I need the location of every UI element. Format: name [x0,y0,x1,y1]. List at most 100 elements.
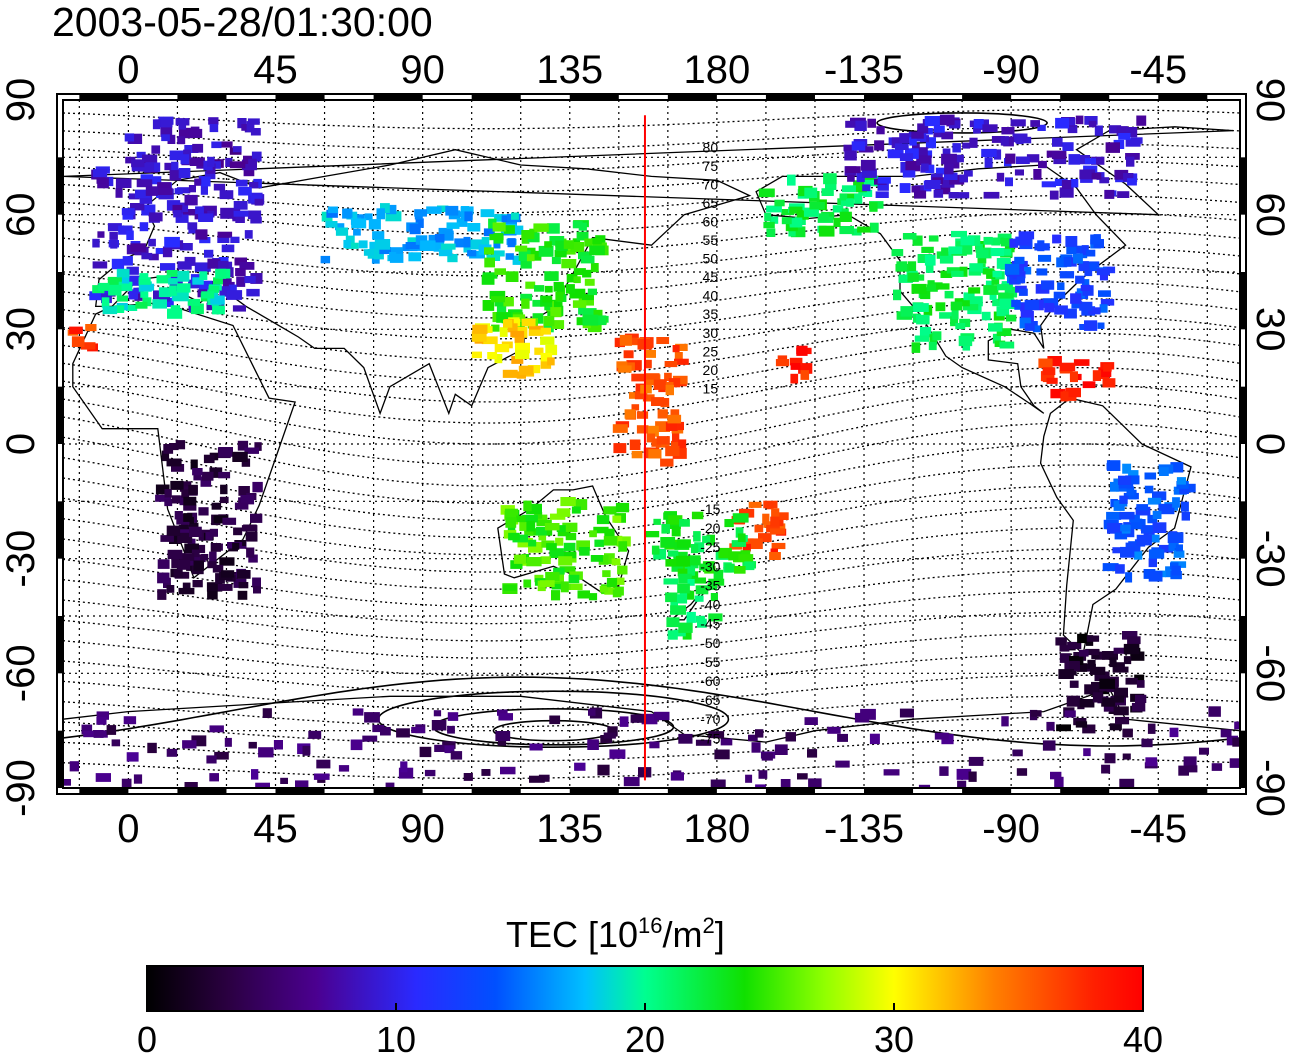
tec-cell [1040,371,1055,382]
tec-cell [770,516,780,527]
tec-cell [374,248,384,260]
tec-cell [456,218,468,227]
tec-cell [1125,677,1138,685]
colorbar-tick-label: 10 [376,1019,416,1057]
tec-cell [924,254,936,266]
tec-cell [1042,367,1056,376]
tec-cell [624,409,636,419]
tec-cell [1208,706,1221,717]
tec-cell [171,464,185,472]
tec-cell [790,363,801,370]
tec-cell [919,327,932,338]
colorbar-label-exp1: 16 [638,913,662,938]
tec-cell [157,182,172,191]
tec-cell [130,203,145,211]
tec-cell [1123,656,1132,665]
left-latitude-tick-label: -30 [0,530,43,588]
tec-cell [195,229,208,240]
tec-cell [728,551,742,561]
tec-cell [135,189,151,199]
top-longitude-tick-label: 90 [400,48,445,92]
magnetic-latitude-label: 80 [703,139,719,155]
tec-cell [124,133,135,142]
tec-cell [126,266,139,275]
tec-cell [1118,475,1132,485]
bottom-longitude-tick-label: 135 [536,807,603,851]
tec-cell [1147,497,1162,505]
tec-cell [538,245,554,257]
tec-cell [1077,633,1087,644]
tec-cell [507,323,518,333]
tec-cell [734,566,746,574]
tec-cell [1078,649,1089,657]
tec-cell [193,560,204,571]
tec-cell [335,227,349,236]
tec-cell [695,739,712,746]
tec-cell [1009,238,1019,248]
magnetic-latitude-label: 30 [703,325,719,341]
tec-cell [175,440,186,450]
tec-cell [573,276,581,284]
tec-cell [946,267,962,274]
tec-cell [925,137,936,149]
tec-cell [1069,680,1079,688]
tec-cell [179,553,195,561]
tec-cell [758,188,775,198]
magnetic-pole-contour [432,708,675,746]
frame-tick [1240,501,1246,559]
tec-cell [433,710,442,717]
tec-cell [1125,572,1133,583]
tec-cell [209,124,219,133]
tec-cell [1063,257,1072,267]
tec-cell [389,253,404,263]
tec-cell [118,225,133,235]
tec-cell [546,543,557,551]
tec-cell [385,782,395,788]
tec-cell [237,440,249,451]
tec-cell [847,174,855,182]
tec-cell [948,192,959,199]
tec-cell [177,187,191,194]
tec-cell [534,347,544,355]
tec-cell [1119,778,1135,788]
tec-cell [991,237,1001,246]
tec-cell [731,540,747,547]
tec-cell [656,337,670,344]
tec-cell [520,259,532,269]
tec-cell [63,779,71,786]
tec-cell [579,547,590,556]
tec-cell [804,717,818,725]
tec-cell [917,123,929,134]
tec-cell [738,554,754,562]
magnetic-latitude-label: 35 [703,306,719,322]
tec-cell [1220,729,1232,738]
tec-cell [225,157,233,167]
magnetic-latitude-line [63,485,1240,556]
tec-cell [497,709,508,716]
tec-cell [1018,231,1035,240]
tec-cell [1064,710,1076,718]
magnetic-latitude-line [63,674,1240,711]
tec-cell [862,184,871,192]
tec-cell [583,308,597,319]
tec-cell [667,630,678,640]
magnetic-latitude-label: 50 [703,251,719,267]
left-latitude-tick-label: -90 [0,759,43,817]
tec-cell [83,730,99,738]
tec-cell [751,742,761,753]
tec-cell [631,373,645,382]
tec-cell [251,151,262,162]
tec-cell [1059,271,1075,279]
tec-cell [179,529,190,536]
magnetic-latitude-labels: 80 75 70 65 60 55 50 45 40 35 30 25 20 15 -15 -20 -25 -30… [700,139,720,746]
tec-cell [368,219,381,230]
tec-cell [1089,262,1097,271]
tec-cell [603,506,617,515]
tec-cell [900,161,908,173]
magnetic-latitude-line [63,548,1240,608]
tec-cell [1041,280,1055,290]
tec-cell [1158,544,1174,553]
tec-cell [665,559,677,567]
tec-cell [690,544,699,554]
tec-cell [694,542,705,553]
